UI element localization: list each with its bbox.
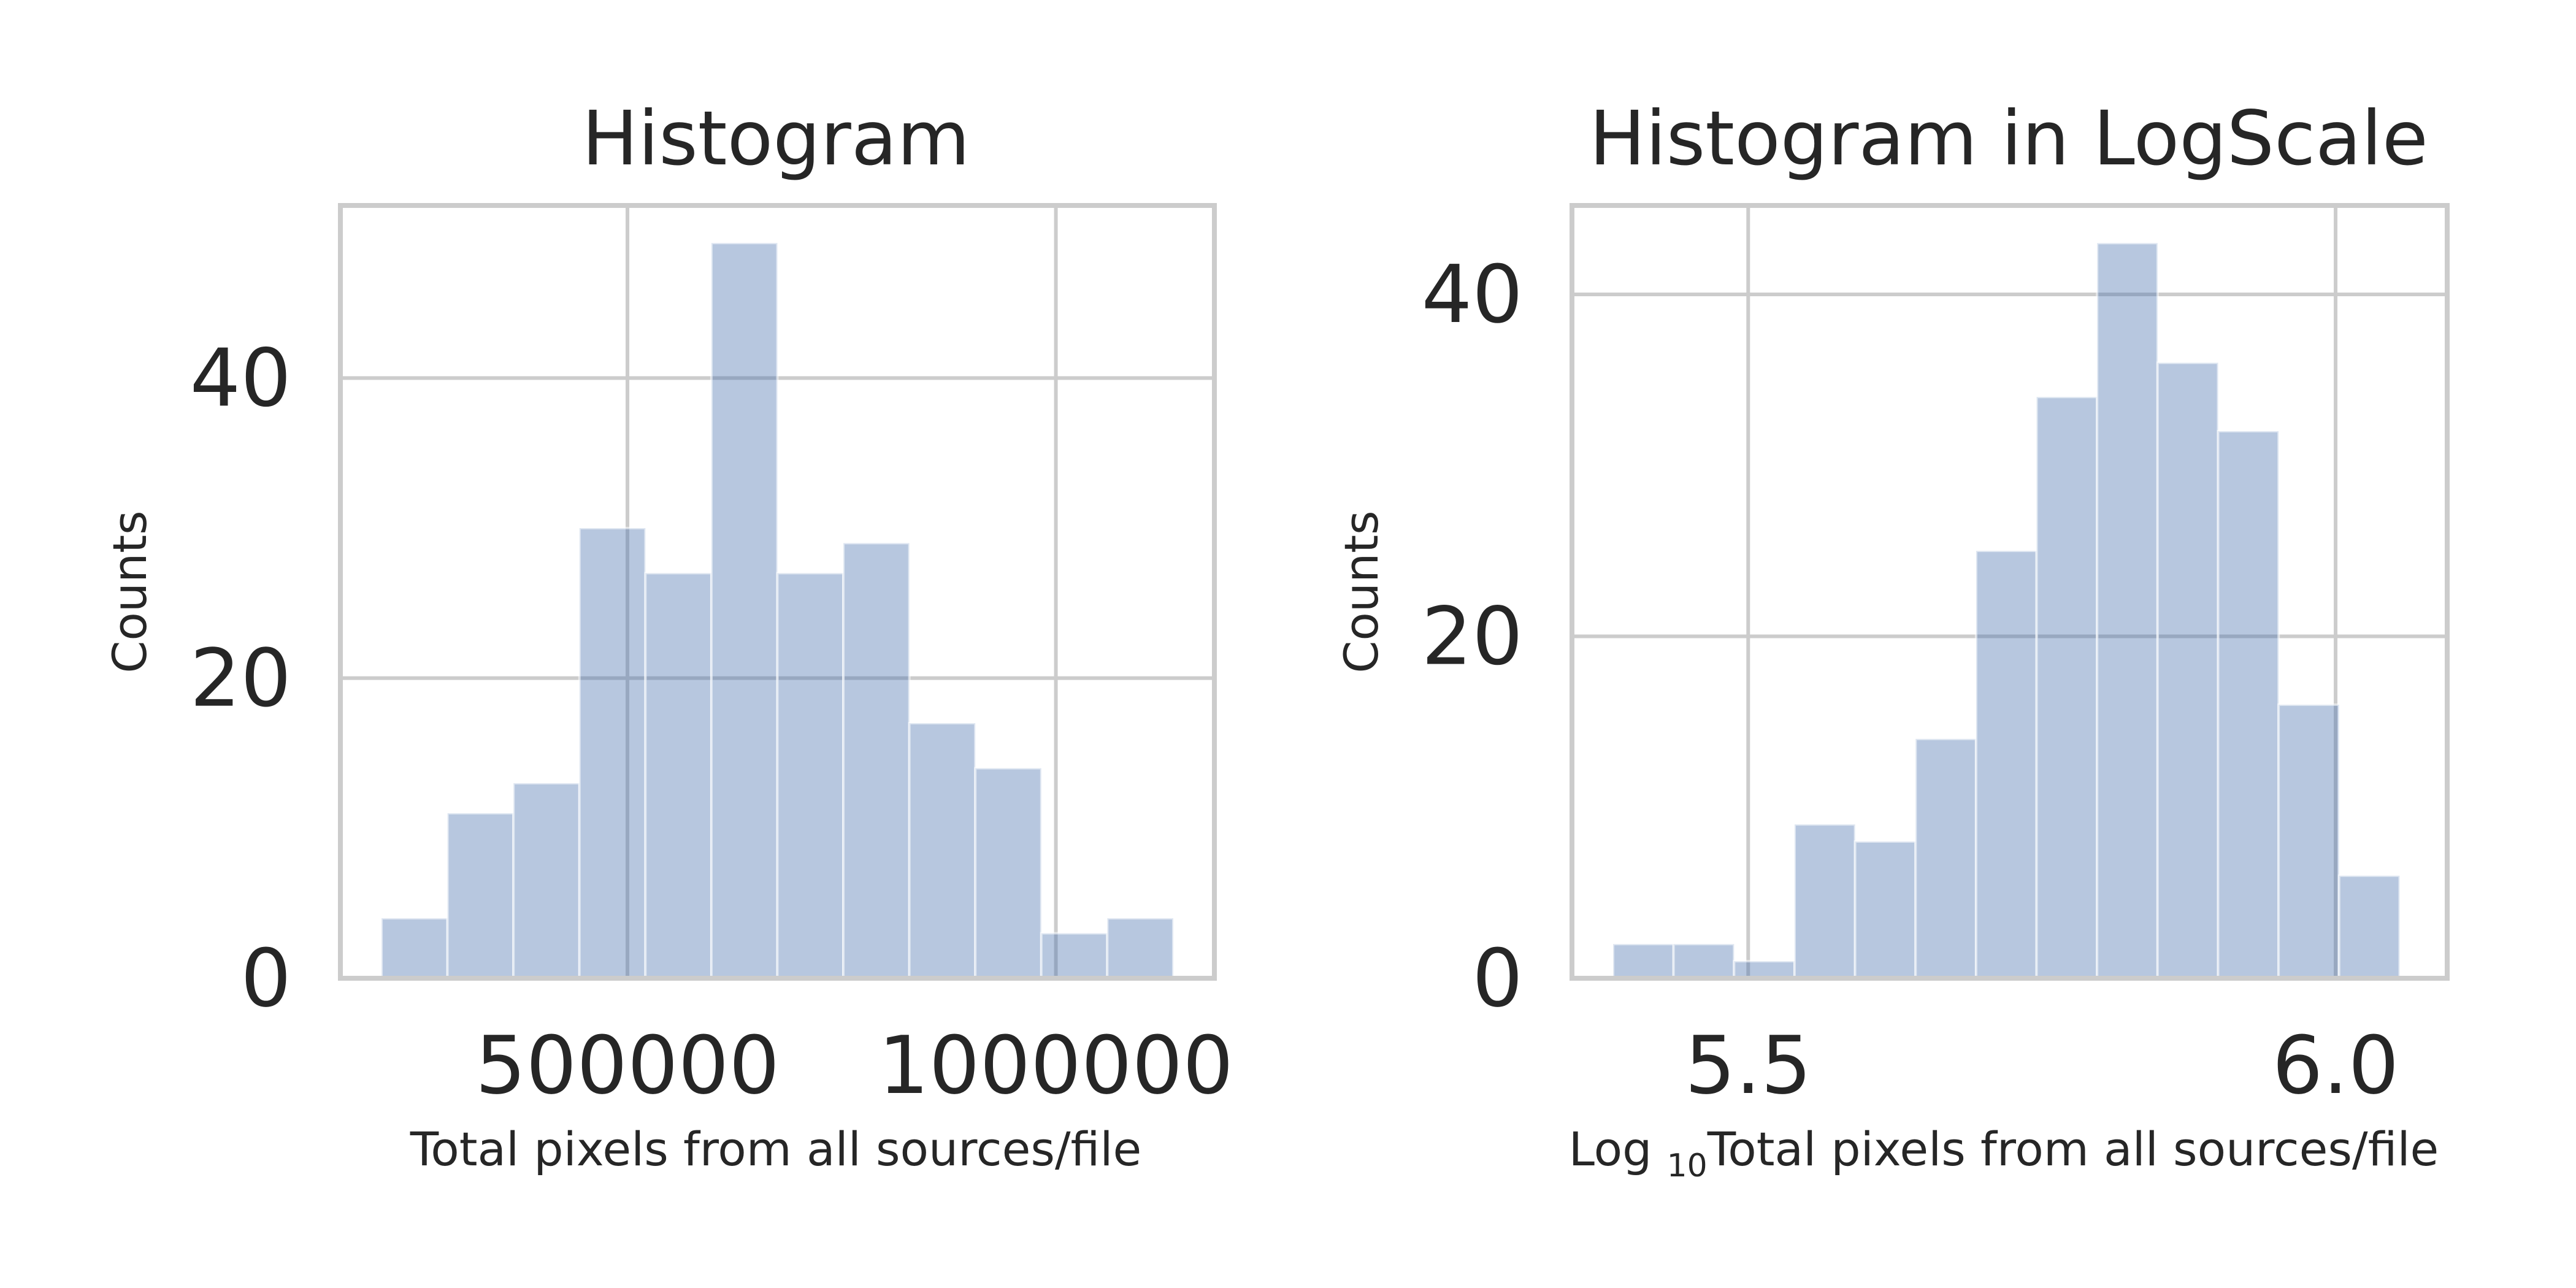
histogram-bar	[776, 572, 845, 979]
x-axis-label-prefix: Log	[1569, 1122, 1667, 1176]
y-tick-label: 40	[1422, 248, 1523, 341]
y-ticks-1: 0 20 40	[1422, 248, 1523, 1025]
chart-histogram: Histogram 500000 1000000 0 20 40 Total p…	[102, 95, 1233, 1176]
histogram-bar	[1853, 840, 1917, 980]
histogram-bar	[842, 542, 911, 979]
histogram-bar	[2217, 429, 2280, 979]
histogram-bar	[710, 242, 779, 979]
histogram-bar	[380, 917, 449, 979]
y-tick-label: 40	[190, 331, 291, 424]
y-axis-label: Counts	[1334, 510, 1389, 673]
axes-frame-1	[1570, 203, 2450, 981]
histogram-bar	[512, 781, 581, 980]
axes-frame	[338, 203, 1217, 981]
histogram-bar	[1612, 943, 1675, 980]
histogram-bar	[1974, 550, 2038, 979]
histogram-bar	[1914, 737, 1977, 979]
y-ticks-0: 0 20 40	[190, 331, 291, 1025]
x-tick-label: 500000	[475, 1019, 780, 1112]
y-tick-label: 20	[190, 632, 291, 725]
x-axis-label: Total pixels from all sources/file	[410, 1122, 1142, 1176]
x-ticks-1: 5.5 6.0	[1685, 1019, 2399, 1112]
x-axis-label: Log 10Total pixels from all sources/file	[1569, 1122, 2439, 1184]
bars-1	[1612, 242, 2401, 980]
histogram-bar	[1793, 823, 1857, 979]
histogram-bar	[2337, 874, 2401, 980]
chart-histogram-logscale: Histogram in LogScale 5.5 6.0 0 20 40 Lo…	[1334, 95, 2450, 1184]
histogram-bar	[908, 722, 977, 979]
histogram-bar	[578, 527, 647, 979]
x-tick-label: 6.0	[2272, 1019, 2399, 1112]
chart-title: Histogram	[582, 95, 970, 182]
histogram-bar	[1672, 943, 1736, 980]
y-tick-label: 0	[1472, 932, 1523, 1025]
histogram-bar	[446, 811, 515, 979]
x-ticks-0: 500000 1000000	[475, 1019, 1233, 1112]
x-tick-label: 5.5	[1685, 1019, 1812, 1112]
x-tick-label: 1000000	[878, 1019, 1233, 1112]
histogram-bar	[2035, 396, 2099, 979]
chart-title: Histogram in LogScale	[1589, 95, 2428, 182]
histogram-bar	[1733, 960, 1796, 980]
axes-frame	[1570, 203, 2450, 981]
histogram-bar	[2277, 703, 2340, 979]
y-tick-label: 20	[1422, 589, 1523, 683]
x-axis-label-text: Total pixels from all sources/file	[1707, 1122, 2439, 1176]
bars-0	[380, 242, 1175, 980]
histogram-bar	[2156, 361, 2220, 979]
y-tick-label: 0	[240, 932, 291, 1025]
histogram-bar	[1040, 932, 1109, 979]
x-axis-label-subscript: 10	[1667, 1148, 1708, 1184]
histogram-bar	[644, 572, 713, 979]
histogram-bar	[2096, 242, 2159, 980]
histogram-bar	[974, 767, 1043, 979]
axes-frame-0	[338, 203, 1217, 981]
histogram-bar	[1106, 917, 1175, 979]
y-axis-label: Counts	[102, 510, 157, 673]
